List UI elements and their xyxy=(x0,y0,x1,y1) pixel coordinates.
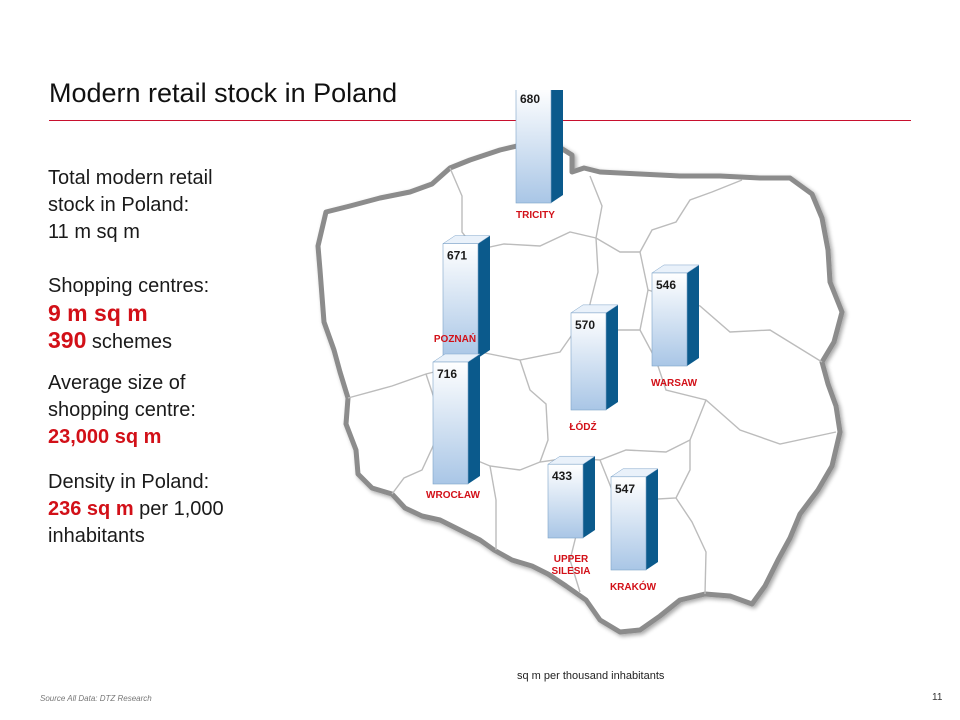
density-value-line: 236 sq m per 1,000 xyxy=(48,496,288,523)
summary-panel: Total modern retail stock in Poland: 11 … xyxy=(48,165,288,550)
category-label-3: ŁÓDŹ xyxy=(569,420,596,433)
density-value: 236 sq m xyxy=(48,498,134,520)
source-note: Source All Data: DTZ Research xyxy=(40,694,152,703)
category-label-2: WROCŁAW xyxy=(426,490,480,501)
schemes-count: 390 xyxy=(48,327,87,353)
average-size-line1: Average size of xyxy=(48,372,186,394)
bar-side-1 xyxy=(478,235,490,358)
slide-title: Modern retail stock in Poland xyxy=(49,78,398,108)
bar-1 xyxy=(442,243,479,359)
total-label-line2: stock in Poland: xyxy=(48,194,190,216)
shopping-centres-area: 9 m sq m xyxy=(48,300,148,326)
unit-note: sq m per thousand inhabitants xyxy=(517,670,665,682)
bar-value-label-3: 570 xyxy=(575,318,595,332)
category-label-4: WARSAW xyxy=(651,378,698,389)
bar-side-4 xyxy=(687,264,699,366)
shopping-centres-schemes: 390 schemes xyxy=(48,327,288,356)
bars-layer: 680 TRICITY 671 POZNAŃ 716 WROCŁAW 570 ŁÓDŹ 546 W… xyxy=(426,90,700,593)
bar-0 xyxy=(515,90,552,204)
bar-value-label-1: 671 xyxy=(447,249,467,263)
bar-side-3 xyxy=(606,304,618,410)
total-value: 11 m sq m xyxy=(48,221,140,243)
bar-value-label-5: 433 xyxy=(552,469,572,483)
bar-6 xyxy=(610,476,647,571)
bar-side-6 xyxy=(646,468,658,570)
total-label-line1: Total modern retail xyxy=(48,167,213,189)
category-label-6: KRAKÓW xyxy=(610,580,657,593)
average-size-value: 23,000 sq m xyxy=(48,426,162,448)
bar-4 xyxy=(651,272,688,367)
title-divider xyxy=(49,120,911,121)
bar-5 xyxy=(547,463,584,539)
bar-value-label-4: 546 xyxy=(656,278,676,292)
category-label-0: TRICITY xyxy=(516,210,555,221)
bar-3 xyxy=(570,312,607,411)
average-size-line2: shopping centre: xyxy=(48,399,196,421)
poland-map-chart: 680 TRICITY 671 POZNAŃ 716 WROCŁAW 570 ŁÓDŹ 546 W… xyxy=(315,90,845,635)
shopping-centres-label: Shopping centres: xyxy=(48,275,210,297)
density-label: Density in Poland: xyxy=(48,471,210,493)
bar-side-2 xyxy=(468,354,480,484)
region-borders xyxy=(347,167,837,595)
bar-side-0 xyxy=(551,90,563,203)
category-label-5: UPPER SILESIA xyxy=(552,554,591,577)
bar-value-label-2: 716 xyxy=(437,367,457,381)
density-tail: inhabitants xyxy=(48,525,145,547)
schemes-word: schemes xyxy=(86,331,172,353)
category-label-1: POZNAŃ xyxy=(434,332,476,345)
bar-value-label-0: 680 xyxy=(520,92,540,106)
bar-side-5 xyxy=(583,456,595,538)
bar-value-label-6: 547 xyxy=(615,482,635,496)
bar-2 xyxy=(432,361,469,485)
page-number: 11 xyxy=(932,692,943,703)
density-per: per 1,000 xyxy=(133,498,224,520)
